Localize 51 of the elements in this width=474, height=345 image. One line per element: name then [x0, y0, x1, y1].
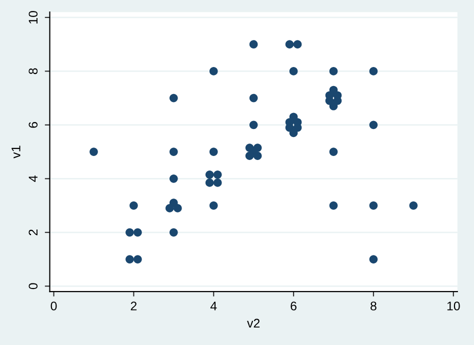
point — [173, 204, 182, 212]
point — [369, 67, 378, 76]
point — [169, 228, 178, 237]
y-axis-title: v1 — [12, 146, 20, 158]
y-tick-label: 2 — [28, 230, 38, 236]
point — [169, 94, 178, 102]
point — [169, 174, 178, 183]
point — [134, 228, 142, 237]
x-tick-label: 6 — [290, 302, 296, 310]
point — [293, 40, 302, 48]
y-tick-label: 8 — [28, 68, 38, 74]
point — [329, 201, 338, 210]
point — [209, 67, 218, 76]
point — [126, 255, 134, 264]
point — [329, 148, 338, 156]
point — [253, 152, 262, 160]
x-tick-label: 2 — [130, 302, 137, 310]
point — [169, 148, 178, 156]
point — [289, 67, 298, 76]
point — [209, 148, 218, 156]
point — [165, 204, 174, 212]
point — [329, 67, 338, 76]
point — [249, 120, 258, 130]
point — [409, 201, 418, 210]
point — [245, 152, 254, 160]
x-tick-label: 0 — [50, 302, 57, 310]
y-tick-label: 10 — [28, 10, 38, 24]
point — [249, 94, 258, 102]
point — [130, 201, 138, 210]
point — [213, 178, 222, 187]
point — [369, 120, 378, 130]
point — [134, 255, 142, 264]
y-tick-label: 4 — [28, 176, 38, 182]
point — [90, 148, 98, 156]
point — [213, 170, 222, 179]
x-tick-label: 8 — [370, 302, 376, 310]
y-tick-label: 6 — [28, 122, 38, 128]
point — [369, 201, 378, 210]
y-tick-label: 0 — [28, 283, 38, 290]
point — [285, 40, 294, 48]
x-tick-label: 4 — [210, 302, 217, 310]
point — [289, 128, 298, 138]
x-axis-title: v2 — [247, 318, 260, 328]
point — [329, 102, 338, 110]
point — [126, 228, 134, 237]
point — [205, 170, 214, 179]
point — [369, 255, 378, 264]
x-tick-label: 10 — [447, 302, 460, 310]
point — [209, 201, 218, 210]
point — [205, 178, 214, 187]
point — [249, 40, 258, 48]
